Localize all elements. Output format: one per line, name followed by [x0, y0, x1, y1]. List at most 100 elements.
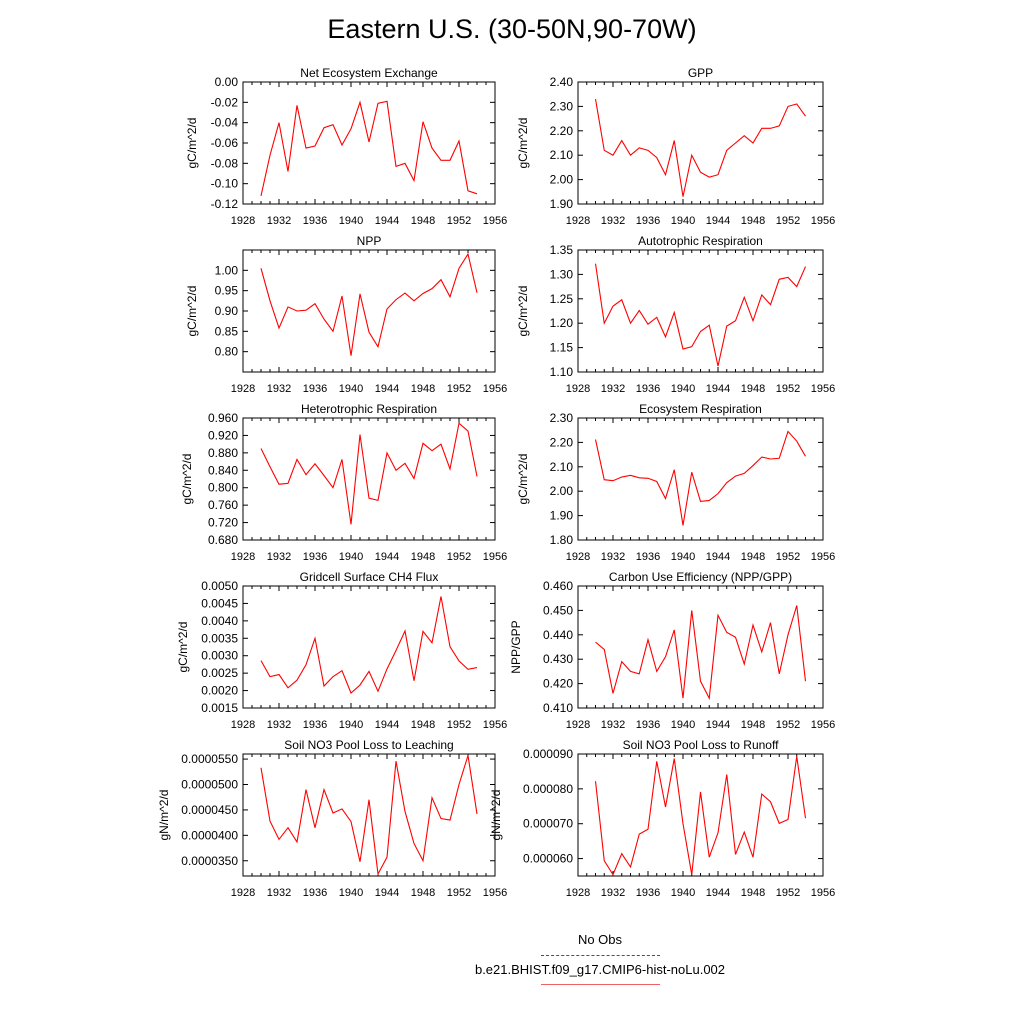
x-tick-label: 1956	[483, 551, 507, 563]
x-tick-label: 1944	[706, 551, 730, 563]
series-line	[594, 98, 806, 197]
series-line	[594, 756, 807, 876]
y-tick-label: 1.20	[550, 316, 574, 330]
y-tick-label: 0.430	[543, 652, 573, 666]
x-tick-label: 1940	[671, 887, 695, 899]
series-line	[260, 596, 478, 694]
y-tick-label: 2.30	[550, 99, 574, 113]
x-tick-label: 1936	[303, 215, 327, 227]
x-tick-label: 1936	[636, 551, 660, 563]
x-tick-label: 1952	[776, 215, 800, 227]
x-tick-label: 1952	[447, 215, 471, 227]
x-tick-label: 1952	[447, 383, 471, 395]
y-tick-label: 2.20	[550, 124, 574, 138]
page-title: Eastern U.S. (30-50N,90-70W)	[327, 14, 697, 44]
plot-frame	[242, 417, 496, 541]
y-axis-label: gC/m^2/d	[185, 118, 199, 169]
x-tick-label: 1940	[339, 551, 363, 563]
x-tick-label: 1928	[566, 215, 590, 227]
y-tick-label: 0.000060	[523, 852, 573, 866]
x-tick-label: 1928	[566, 551, 590, 563]
x-tick-label: 1944	[375, 719, 399, 731]
x-tick-label: 1952	[776, 887, 800, 899]
x-tick-label: 1952	[776, 551, 800, 563]
series-line	[260, 252, 478, 356]
y-axis-label: gN/m^2/d	[489, 790, 503, 841]
x-tick-label: 1952	[776, 383, 800, 395]
x-tick-label: 1940	[671, 383, 695, 395]
y-axis-label: gC/m^2/d	[180, 454, 194, 505]
x-tick-label: 1936	[636, 215, 660, 227]
x-tick-label: 1956	[811, 887, 835, 899]
y-tick-label: -0.04	[211, 116, 239, 130]
legend-obs-line	[541, 955, 660, 956]
series-line	[260, 422, 478, 525]
legend-model-line	[541, 984, 660, 985]
plot-title: Net Ecosystem Exchange	[300, 66, 438, 80]
x-tick-label: 1936	[636, 383, 660, 395]
x-tick-label: 1944	[375, 887, 399, 899]
y-tick-label: -0.08	[211, 156, 239, 170]
y-tick-label: 0.460	[543, 579, 573, 593]
x-tick-label: 1948	[411, 887, 435, 899]
y-tick-label: 0.680	[208, 533, 238, 547]
x-tick-label: 1944	[706, 719, 730, 731]
x-tick-label: 1928	[566, 383, 590, 395]
series-line	[594, 430, 806, 526]
x-tick-label: 1928	[231, 719, 255, 731]
y-tick-label: 0.420	[543, 677, 573, 691]
y-tick-label: 0.000080	[523, 782, 573, 796]
x-tick-label: 1936	[303, 887, 327, 899]
plot-title: Carbon Use Efficiency (NPP/GPP)	[609, 570, 792, 584]
y-tick-label: 2.00	[550, 173, 574, 187]
x-tick-label: 1940	[339, 887, 363, 899]
x-tick-label: 1940	[339, 719, 363, 731]
x-tick-label: 1936	[303, 551, 327, 563]
y-tick-label: 0.0000550	[181, 752, 238, 766]
y-tick-label: 2.10	[550, 460, 574, 474]
x-tick-label: 1956	[811, 215, 835, 227]
plot-title: Ecosystem Respiration	[639, 402, 762, 416]
x-tick-label: 1928	[231, 887, 255, 899]
x-tick-label: 1940	[339, 383, 363, 395]
x-tick-label: 1936	[303, 719, 327, 731]
y-axis-label: gN/m^2/d	[157, 790, 171, 841]
x-tick-label: 1932	[601, 887, 625, 899]
x-tick-label: 1948	[411, 551, 435, 563]
y-tick-label: -0.02	[211, 95, 239, 109]
x-tick-label: 1952	[776, 719, 800, 731]
x-tick-label: 1948	[741, 719, 765, 731]
x-tick-label: 1952	[447, 887, 471, 899]
y-tick-label: 1.10	[550, 365, 574, 379]
y-tick-label: 0.0025	[201, 666, 238, 680]
y-axis-label: gC/m^2/d	[185, 286, 199, 337]
y-tick-label: 0.800	[208, 481, 238, 495]
y-tick-label: 0.0000350	[181, 854, 238, 868]
x-tick-label: 1948	[411, 215, 435, 227]
plot-frame	[242, 81, 496, 205]
series-line	[595, 605, 807, 701]
plot-title: NPP	[357, 234, 382, 248]
y-tick-label: 0.0045	[201, 596, 238, 610]
x-tick-label: 1940	[339, 215, 363, 227]
y-tick-label: 0.80	[215, 345, 239, 359]
y-tick-label: 0.90	[215, 304, 239, 318]
y-tick-label: 0.95	[215, 284, 239, 298]
y-tick-label: 0.960	[208, 411, 238, 425]
plot-title: Gridcell Surface CH4 Flux	[300, 570, 439, 584]
y-tick-label: 0.00	[215, 75, 239, 89]
y-tick-label: 2.00	[550, 484, 574, 498]
x-tick-label: 1928	[566, 719, 590, 731]
x-tick-label: 1944	[706, 215, 730, 227]
x-tick-label: 1952	[447, 551, 471, 563]
x-tick-label: 1948	[741, 215, 765, 227]
plot-title: Heterotrophic Respiration	[301, 402, 437, 416]
y-tick-label: 0.410	[543, 701, 573, 715]
x-tick-label: 1932	[267, 719, 291, 731]
y-tick-label: 0.0000500	[181, 778, 238, 792]
x-tick-label: 1944	[375, 383, 399, 395]
series-line	[260, 755, 478, 876]
y-tick-label: 0.450	[543, 603, 573, 617]
plot-frame	[577, 81, 824, 205]
x-tick-label: 1932	[267, 887, 291, 899]
